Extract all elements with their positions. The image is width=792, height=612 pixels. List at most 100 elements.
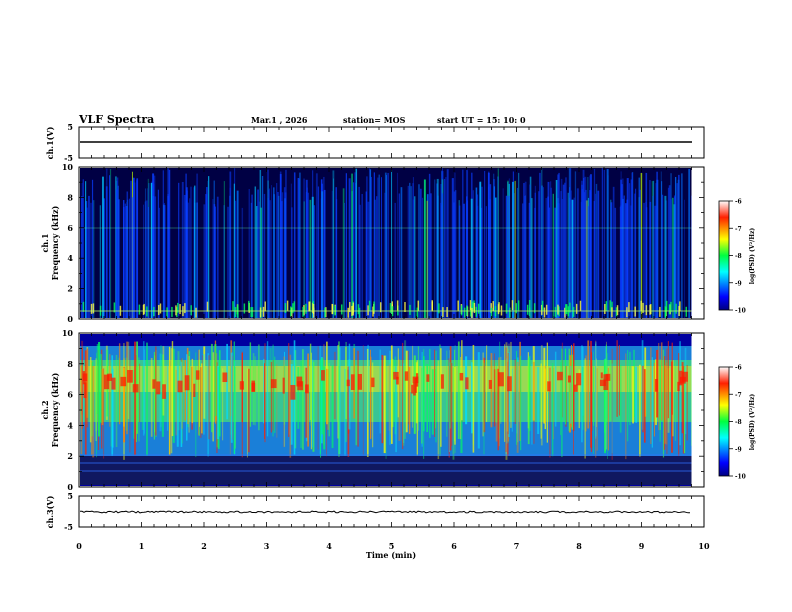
ch2-sferic-streak (388, 365, 390, 431)
ch1-sferic-streak (674, 177, 677, 318)
ch2-sferic-streak (438, 344, 441, 457)
ch2-sferic-streak (540, 345, 543, 446)
ch1-low-freq-burst (471, 301, 474, 312)
ch2-sferic-streak (561, 348, 563, 457)
ch2-sferic-streak (202, 354, 205, 435)
ch2-intense-patch (413, 382, 416, 396)
ch1-sferic-streak (384, 192, 386, 318)
ch1-sferic-streak (493, 186, 496, 318)
ch2-intense-patch (251, 380, 255, 392)
ch1-sferic-streak (485, 206, 487, 318)
ch2-intense-patch (605, 373, 611, 381)
ch1-sferic-streak (348, 178, 351, 318)
ch2-intense-patch (654, 379, 658, 392)
colorbar-tick-label: -6 (735, 365, 742, 372)
ch2-sferic-streak (651, 357, 653, 448)
time-tick-label: 5 (389, 541, 395, 551)
ch1-low-freq-burst (234, 307, 237, 318)
ch1-low-freq-burst (352, 302, 355, 313)
ch1-sferic-streak (332, 170, 335, 318)
ch2-sferic-streak (684, 347, 687, 435)
colorbar-tick-label: -10 (735, 474, 746, 481)
ch1-spectro-xticks (78, 167, 705, 319)
ch2-sferic-streak (89, 357, 92, 443)
ch1-sferic-streak (345, 173, 347, 318)
ch2-intense-patch (152, 379, 156, 389)
ch2-sferic-streak (171, 341, 174, 437)
ch1-sferic-streak (305, 179, 308, 318)
ch1-low-freq-burst (670, 301, 672, 312)
ch1-sferic-streak (355, 182, 357, 318)
ch1-low-freq-burst (569, 302, 571, 313)
station-label: station= MOS (343, 115, 406, 125)
ch2-sferic-streak (404, 340, 407, 439)
ch1-low-freq-burst (642, 302, 644, 313)
ch1-sferic-streak (587, 206, 590, 318)
ch2-sferic-streak (477, 352, 480, 449)
ch1-low-freq-burst (572, 306, 575, 317)
ch1-sferic-streak (440, 202, 443, 318)
ch2-sferic-streak (408, 367, 411, 434)
ch2-sferic-streak (416, 360, 418, 456)
ch1-low-freq-burst (475, 306, 478, 317)
ch1-sferic-streak (673, 204, 676, 318)
ch2-intense-patch (177, 380, 183, 393)
ch2-sferic-streak (571, 354, 574, 430)
ch2-sferic-streak (345, 341, 347, 443)
ch2-intense-patch (679, 370, 683, 386)
ch2-sferic-streak (98, 341, 101, 437)
ch2-sferic-streak (103, 368, 105, 459)
ch1-sferic-streak (455, 190, 457, 318)
ch2-sferic-streak (516, 369, 518, 434)
ch1-low-freq-burst (431, 300, 433, 311)
ch1-sferic-streak (557, 203, 560, 318)
ch1-sferic-streak (574, 171, 577, 318)
ch1-low-freq-burst (251, 307, 254, 318)
ch1-sferic-streak (512, 181, 514, 318)
ch2-sferic-streak (672, 360, 674, 437)
ch2-sferic-streak (642, 365, 644, 433)
ch2-intense-patch (297, 381, 304, 391)
ch2-sferic-streak (276, 363, 278, 438)
ch1-sferic-streak (358, 186, 360, 318)
ch2-sferic-streak (175, 369, 178, 436)
ch2-intense-patch (321, 370, 325, 381)
ch2-sferic-streak (367, 344, 369, 423)
ch2-sferic-streak (283, 364, 286, 425)
ch1-low-freq-burst (675, 303, 677, 314)
colorbar-tick-label: -8 (735, 419, 742, 426)
ch1-low-freq-burst (324, 307, 326, 318)
ch2-sferic-streak (230, 352, 233, 443)
ch2-sferic-streak (229, 368, 231, 455)
ch1-low-freq-burst (325, 307, 327, 318)
ch1-sferic-streak (410, 186, 412, 318)
ch2-sferic-streak (302, 349, 304, 450)
ch2-colorbar-scale (718, 366, 730, 477)
ch1-sferic-streak (133, 177, 135, 318)
ch1-low-freq-burst (293, 301, 296, 312)
ch1-low-freq-burst (358, 307, 361, 318)
ch1-ytick-top: 5 (67, 122, 73, 132)
ch1-sferic-streak (661, 181, 663, 318)
ch2-sferic-streak (505, 342, 508, 460)
ch1-low-freq-burst (668, 304, 671, 315)
ch2-sferic-streak (553, 368, 555, 440)
ch2-sferic-streak (667, 341, 669, 419)
ch2-sferic-streak (434, 349, 436, 437)
ch1-low-freq-burst (259, 307, 262, 318)
ch2-sferic-streak (326, 368, 328, 457)
ch2-sferic-streak (486, 345, 488, 422)
ch2-intense-patch (193, 383, 196, 397)
ch2-sferic-streak (310, 352, 312, 450)
ch2-sferic-streak (543, 347, 546, 424)
ch1-sferic-streak (267, 180, 269, 318)
ch2-sferic-streak (654, 359, 657, 426)
colorbar-tick-label: -9 (735, 446, 742, 453)
frequency-tick-label: 8 (67, 359, 73, 369)
ch1-sferic-streak (607, 175, 609, 318)
ch1-low-freq-burst (166, 307, 168, 318)
ch1-sferic-streak (150, 182, 153, 318)
ch1-sferic-streak (261, 175, 264, 318)
ch2-sferic-streak (527, 357, 530, 445)
